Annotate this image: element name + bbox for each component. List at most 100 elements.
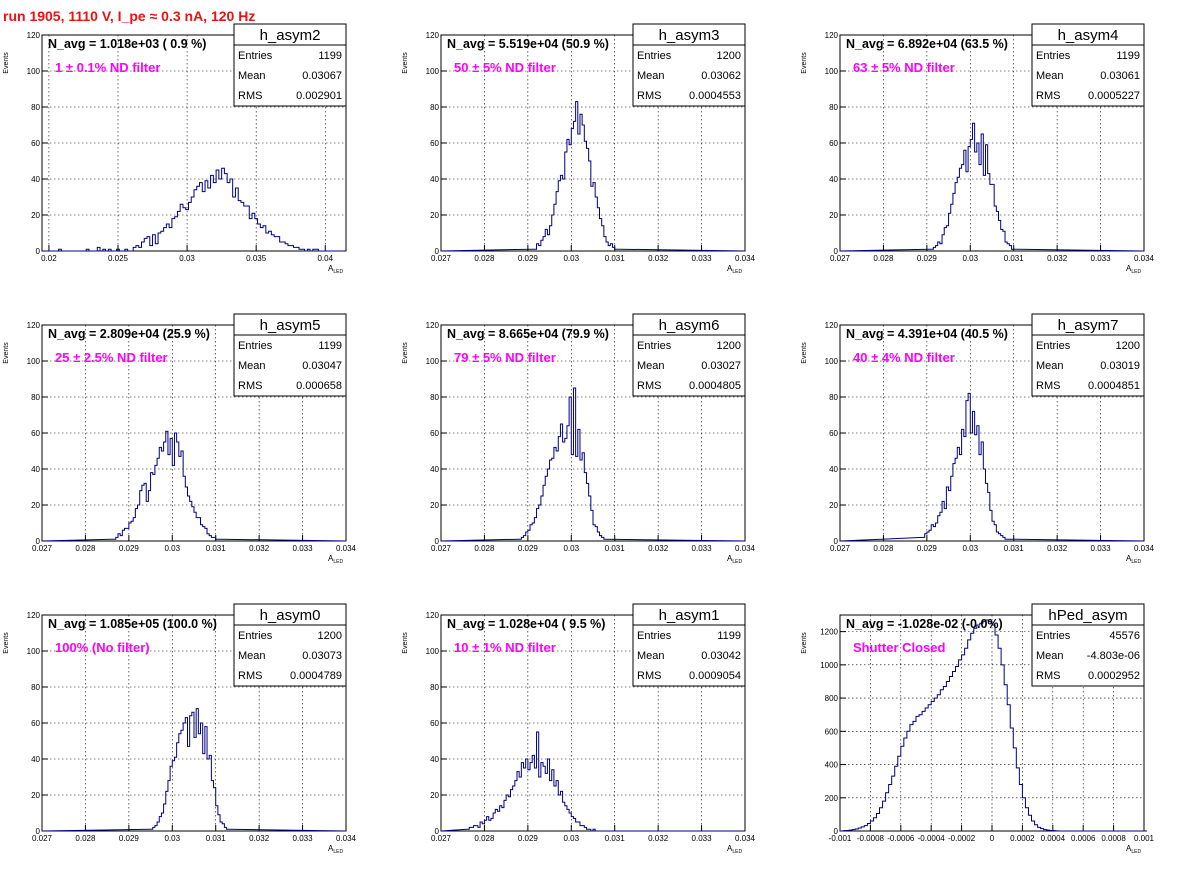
stats-value-rms: 0.000658 (296, 380, 342, 392)
y-tick-label: 60 (430, 139, 439, 148)
y-tick-label: 20 (829, 211, 838, 220)
plot-frame (839, 34, 1145, 252)
y-tick-label: 120 (426, 611, 440, 620)
x-tick-label: 0.031 (1004, 544, 1025, 553)
y-tick-label: 120 (825, 31, 839, 40)
x-tick-label: 0.027 (431, 544, 452, 553)
y-tick-label: 60 (829, 429, 838, 438)
y-tick-label: 0 (36, 827, 41, 836)
stats-value-entries: 1200 (1116, 340, 1140, 352)
histogram-line-h_asym0 (41, 708, 347, 832)
stats-key-entries: Entries (238, 50, 273, 62)
y-tick-label: 20 (829, 501, 838, 510)
x-tick-label: 0.034 (1134, 544, 1155, 553)
x-tick-label: 0.034 (735, 254, 756, 263)
x-tick-label: -0.0004 (918, 834, 946, 843)
x-axis-title: ALED (727, 554, 742, 565)
stats-value-mean: 0.03019 (1100, 360, 1140, 372)
stats-key-rms: RMS (1036, 90, 1060, 102)
x-tick-label: 0.0006 (1071, 834, 1096, 843)
plot-frame (839, 324, 1145, 542)
x-tick-label: 0.029 (119, 834, 140, 843)
y-axis-title: Events (402, 342, 409, 364)
y-tick-label: 80 (31, 683, 40, 692)
y-tick-label: 120 (426, 31, 440, 40)
y-tick-label: 40 (829, 465, 838, 474)
x-tick-label: 0.03 (164, 544, 180, 553)
histogram-panel-h_asym7: 0.027 0.028 0.029 0.03 0.031 0.032 0.033 0.034 0… (801, 313, 1155, 565)
y-tick-label: 20 (430, 791, 439, 800)
x-tick-label: 0.001 (1134, 834, 1155, 843)
y-tick-label: 100 (825, 67, 839, 76)
stats-box (1031, 23, 1145, 107)
stats-value-rms: 0.0004851 (1088, 380, 1140, 392)
histogram-line-h_asym7 (839, 392, 1145, 542)
y-tick-label: 100 (426, 357, 440, 366)
x-tick-label: 0.0002 (1010, 834, 1035, 843)
stats-value-rms: 0.0004805 (689, 380, 741, 392)
y-tick-label: 80 (430, 393, 439, 402)
stats-key-mean: Mean (1036, 70, 1064, 82)
x-axis-title: ALED (328, 554, 343, 565)
histogram-line-h_asym1 (440, 731, 745, 832)
stats-key-mean: Mean (238, 360, 266, 372)
y-axis-title: Events (801, 632, 808, 654)
filter-label: 63 ± 5% ND filter (853, 60, 955, 75)
x-axis-title: ALED (1126, 264, 1141, 275)
stats-value-mean: 0.03067 (302, 70, 342, 82)
x-tick-label: 0.029 (518, 834, 539, 843)
histogram-panel-h_asym1: 0.027 0.028 0.029 0.03 0.031 0.032 0.033 0.034 0… (402, 603, 756, 855)
plot-frame (440, 34, 746, 252)
n-avg-label: N_avg = 2.809e+04 (25.9 %) (48, 327, 210, 341)
x-tick-label: 0.029 (917, 254, 938, 263)
x-tick-label: 0.028 (75, 544, 96, 553)
y-tick-label: 120 (27, 31, 41, 40)
x-tick-label: -0.001 (829, 834, 852, 843)
stats-value-rms: 0.0005227 (1088, 90, 1140, 102)
n-avg-label: N_avg = 5.519e+04 (50.9 %) (447, 37, 609, 51)
stats-key-mean: Mean (238, 650, 266, 662)
y-tick-label: 60 (31, 139, 40, 148)
stats-key-mean: Mean (637, 70, 665, 82)
stats-key-rms: RMS (238, 380, 262, 392)
y-tick-label: 200 (825, 794, 839, 803)
y-tick-label: 60 (829, 139, 838, 148)
y-tick-label: 20 (31, 791, 40, 800)
stats-key-rms: RMS (1036, 380, 1060, 392)
y-tick-label: 40 (430, 175, 439, 184)
x-tick-label: 0.04 (317, 254, 333, 263)
histogram-line-hPed_asym (840, 619, 1148, 832)
histogram-panel-h_asym6: 0.027 0.028 0.029 0.03 0.031 0.032 0.033 0.034 0… (402, 313, 756, 565)
x-tick-label: 0.029 (119, 544, 140, 553)
stats-title: h_asym3 (659, 27, 720, 44)
x-tick-label: 0.031 (206, 544, 227, 553)
stats-box (632, 603, 746, 687)
y-tick-label: 0 (435, 537, 440, 546)
histogram-panel-hPed_asym: -0.001 -0.0008 -0.0006 -0.0004 -0.0002 0 0.000… (801, 603, 1155, 855)
x-tick-label: 0.029 (518, 544, 539, 553)
x-tick-label: 0.027 (32, 834, 53, 843)
stats-key-entries: Entries (637, 630, 672, 642)
x-tick-label: 0 (990, 834, 995, 843)
stats-value-entries: 1199 (717, 630, 741, 642)
x-tick-label: 0.034 (1134, 254, 1155, 263)
x-tick-label: 0.027 (830, 254, 851, 263)
stats-box (233, 313, 347, 397)
stats-key-rms: RMS (637, 380, 661, 392)
y-tick-label: 1200 (820, 628, 838, 637)
histogram-line-h_asym6 (440, 387, 746, 542)
x-tick-label: 0.03 (563, 544, 579, 553)
stats-value-rms: 0.0004553 (689, 90, 741, 102)
n-avg-label: N_avg = 1.028e+04 ( 9.5 %) (447, 617, 605, 631)
x-tick-label: 0.03 (962, 254, 978, 263)
y-tick-label: 80 (31, 393, 40, 402)
stats-title: h_asym5 (260, 317, 321, 334)
y-tick-label: 80 (430, 683, 439, 692)
x-tick-label: 0.032 (249, 834, 270, 843)
histogram-panel-h_asym4: 0.027 0.028 0.029 0.03 0.031 0.032 0.033 0.034 0… (801, 23, 1155, 275)
y-tick-label: 0 (435, 827, 440, 836)
plot-frame (41, 324, 347, 542)
x-tick-label: 0.031 (206, 834, 227, 843)
y-tick-label: 80 (430, 103, 439, 112)
filter-label: 25 ± 2.5% ND filter (55, 350, 168, 365)
